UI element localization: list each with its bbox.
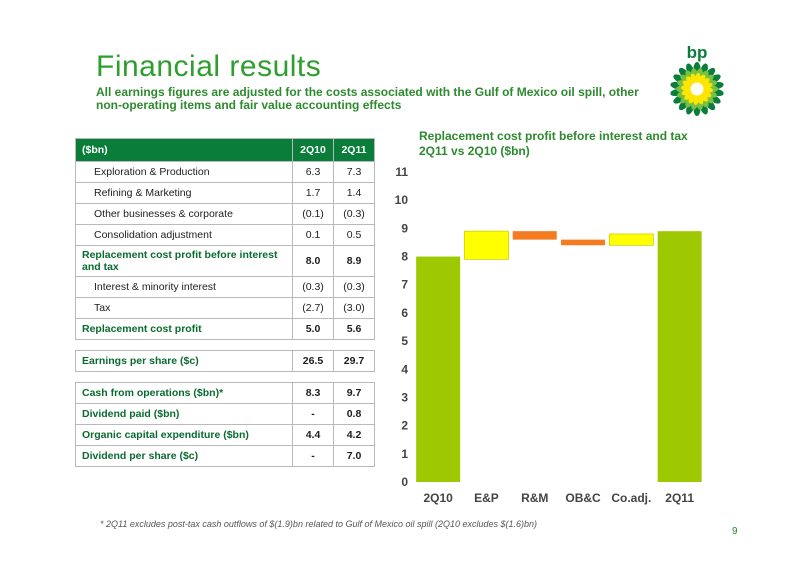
y-tick-label: 1 [401,447,408,461]
table-header: ($bn) 2Q10 2Q11 [75,138,375,162]
financial-tables: ($bn) 2Q10 2Q11 Exploration & Production… [75,138,375,477]
row-2q11: 9.7 [333,382,375,404]
x-tick-label: Co.adj. [611,491,651,505]
row-2q10: - [292,403,334,425]
page-subtitle: All earnings figures are adjusted for th… [96,85,639,112]
row-2q11: 0.5 [333,224,375,246]
table-row: Other businesses & corporate (0.1) (0.3) [75,203,375,225]
chart-title-line: Replacement cost profit before interest … [419,129,688,143]
row-2q11: 7.0 [333,445,375,467]
logo-text: bp [687,43,708,62]
table-row: Dividend paid ($bn) - 0.8 [75,403,375,425]
row-2q11: 8.9 [333,245,375,277]
bp-helios-logo: bp [670,43,724,116]
row-label: Replacement cost profit before interest … [75,245,293,277]
y-tick-label: 2 [401,419,408,433]
row-2q10: 4.4 [292,424,334,446]
x-tick-label: E&P [474,491,499,505]
y-tick-label: 9 [401,221,408,235]
table-row: Tax (2.7) (3.0) [75,297,375,319]
y-tick-label: 3 [401,390,408,404]
bar-co-adj- [608,233,654,246]
table-row: Consolidation adjustment 0.1 0.5 [75,224,375,246]
row-2q11: 29.7 [333,350,375,372]
row-label: Exploration & Production [75,161,293,183]
row-2q11: 7.3 [333,161,375,183]
x-tick-label: 2Q10 [423,491,453,505]
row-2q10: (0.1) [292,203,334,225]
row-2q11: 1.4 [333,182,375,204]
page-number: 9 [732,526,738,537]
x-tick-label: R&M [521,491,548,505]
row-2q10: 8.3 [292,382,334,404]
footnote: * 2Q11 excludes post-tax cash outflows o… [100,519,538,529]
eps-table: Earnings per share ($c) 26.5 29.7 [75,350,375,372]
row-label: Cash from operations ($bn)* [75,382,293,404]
table-row: Organic capital expenditure ($bn) 4.4 4.… [75,424,375,446]
y-tick-label: 4 [401,362,408,376]
results-table: ($bn) 2Q10 2Q11 Exploration & Production… [75,138,375,340]
row-2q10: 1.7 [292,182,334,204]
row-2q11: 5.6 [333,318,375,340]
bar-r-m [512,231,557,240]
chart-title-line: 2Q11 vs 2Q10 ($bn) [419,144,530,158]
y-tick-label: 5 [401,334,408,348]
row-2q10: 8.0 [292,245,334,277]
row-2q10: 26.5 [292,350,334,372]
bar-ob-c [561,239,606,246]
row-label: Organic capital expenditure ($bn) [75,424,293,446]
table-row: Replacement cost profit before interest … [75,245,375,277]
y-tick-label: 6 [401,306,408,320]
y-tick-label: 7 [401,278,408,292]
row-2q10: 5.0 [292,318,334,340]
row-label: Dividend paid ($bn) [75,403,293,425]
row-2q11: 4.2 [333,424,375,446]
table-row: Replacement cost profit 5.0 5.6 [75,318,375,340]
row-label: Refining & Marketing [75,182,293,204]
header-2q10: 2Q10 [292,138,334,162]
cash-table: Cash from operations ($bn)* 8.3 9.7 Divi… [75,382,375,467]
y-tick-label: 10 [395,193,409,207]
row-2q10: (0.3) [292,276,334,298]
y-tick-label: 0 [401,475,408,489]
row-2q11: (3.0) [333,297,375,319]
row-2q11: 0.8 [333,403,375,425]
table-row: Exploration & Production 6.3 7.3 [75,161,375,183]
bar-e-p [464,230,509,260]
y-tick-label: 11 [395,165,408,179]
waterfall-chart: 0 1 2 3 4 5 6 7 8 9 10 11 2Q10 E&P R&M OB&C Co.adj. 2Q11 [395,165,702,505]
chart-title: Replacement cost profit before interest … [419,129,688,159]
bar-2q11 [657,231,702,482]
row-2q10: 0.1 [292,224,334,246]
x-tick-label: 2Q11 [665,491,694,505]
row-2q10: - [292,445,334,467]
row-2q11: (0.3) [333,276,375,298]
row-label: Interest & minority interest [75,276,293,298]
y-tick-label: 8 [401,250,408,264]
table-row: Interest & minority interest (0.3) (0.3) [75,276,375,298]
row-label: Earnings per share ($c) [75,350,293,372]
row-2q10: 6.3 [292,161,334,183]
page-title: Financial results [96,50,322,83]
row-label: Other businesses & corporate [75,203,293,225]
row-label: Consolidation adjustment [75,224,293,246]
table-row: Dividend per share ($c) - 7.0 [75,445,375,467]
row-label: Replacement cost profit [75,318,293,340]
table-row: Earnings per share ($c) 26.5 29.7 [75,350,375,372]
row-2q11: (0.3) [333,203,375,225]
header-2q11: 2Q11 [333,138,375,162]
header-unit: ($bn) [75,138,293,162]
table-row: Cash from operations ($bn)* 8.3 9.7 [75,382,375,404]
table-row: Refining & Marketing 1.7 1.4 [75,182,375,204]
row-2q10: (2.7) [292,297,334,319]
row-label: Tax [75,297,293,319]
bar-2q10 [416,256,461,482]
x-tick-label: OB&C [565,491,601,505]
row-label: Dividend per share ($c) [75,445,293,467]
